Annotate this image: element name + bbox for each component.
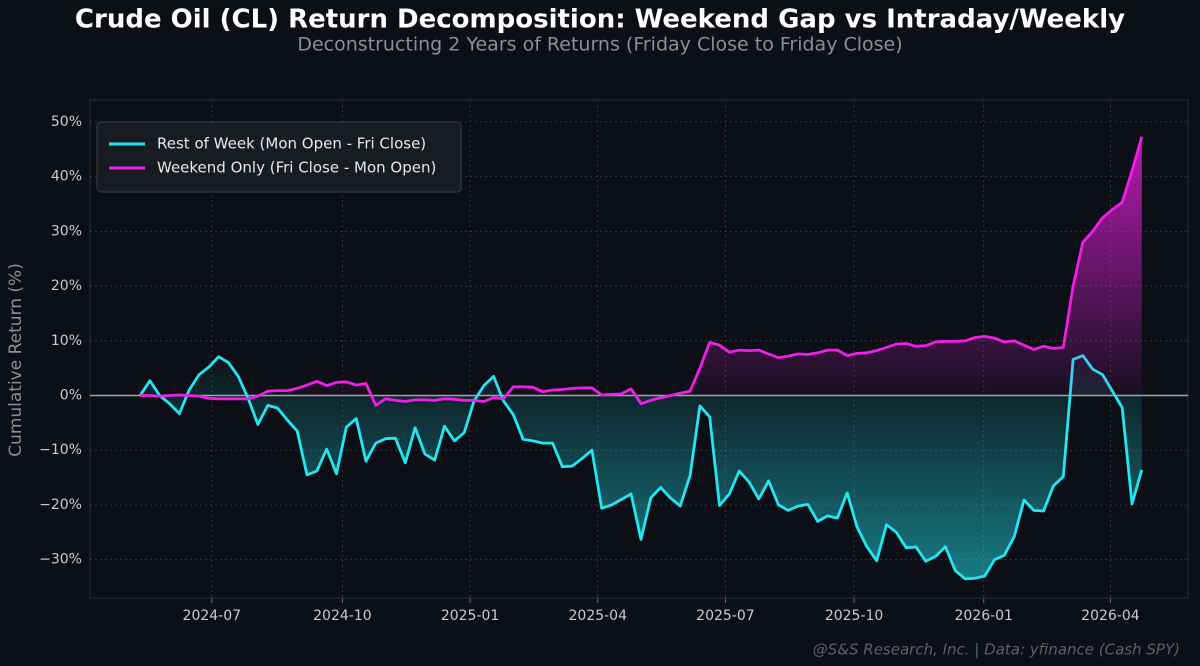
- area: [140, 355, 1142, 579]
- legend-label: Weekend Only (Fri Close - Mon Open): [157, 159, 436, 177]
- y-tick-label: 20%: [51, 278, 82, 294]
- y-tick-label: −10%: [39, 442, 82, 458]
- x-tick-label: 2024-10: [313, 608, 372, 624]
- y-tick-label: −30%: [39, 552, 82, 568]
- line: [138, 354, 1144, 581]
- area: [140, 136, 1142, 406]
- legend-label: Rest of Week (Mon Open - Fri Close): [157, 135, 426, 153]
- x-tick-label: 2025-04: [569, 608, 628, 624]
- x-tick-label: 2025-10: [825, 608, 884, 624]
- x-tick-label: 2026-04: [1081, 608, 1140, 624]
- y-tick-label: 10%: [51, 333, 82, 349]
- x-tick-label: 2025-07: [696, 608, 755, 624]
- y-tick-label: −20%: [39, 497, 82, 513]
- chart-title: Crude Oil (CL) Return Decomposition: Wee…: [75, 5, 1125, 35]
- x-tick-label: 2024-07: [183, 608, 242, 624]
- chart-subtitle: Deconstructing 2 Years of Returns (Frida…: [297, 34, 902, 56]
- y-tick-label: 30%: [51, 223, 82, 239]
- annotation: @S&S Research, Inc. | Data: yfinance (Ca…: [813, 641, 1180, 659]
- y-tick-label: 40%: [51, 169, 82, 185]
- plot-area: −30% −20% −10% 0% 10% 20% 30% 40% 50% 2024-07 2024…: [39, 99, 1189, 624]
- axes-frame: [89, 99, 1189, 599]
- y-tick-label: 0%: [60, 388, 82, 404]
- line: [140, 136, 1144, 407]
- y-axis-label: Cumulative Return (%): [6, 263, 26, 457]
- legend-box: [96, 121, 462, 193]
- x-tick-label: 2026-01: [954, 608, 1013, 624]
- y-tick-label: 50%: [51, 114, 82, 130]
- x-tick-label: 2025-01: [441, 608, 500, 624]
